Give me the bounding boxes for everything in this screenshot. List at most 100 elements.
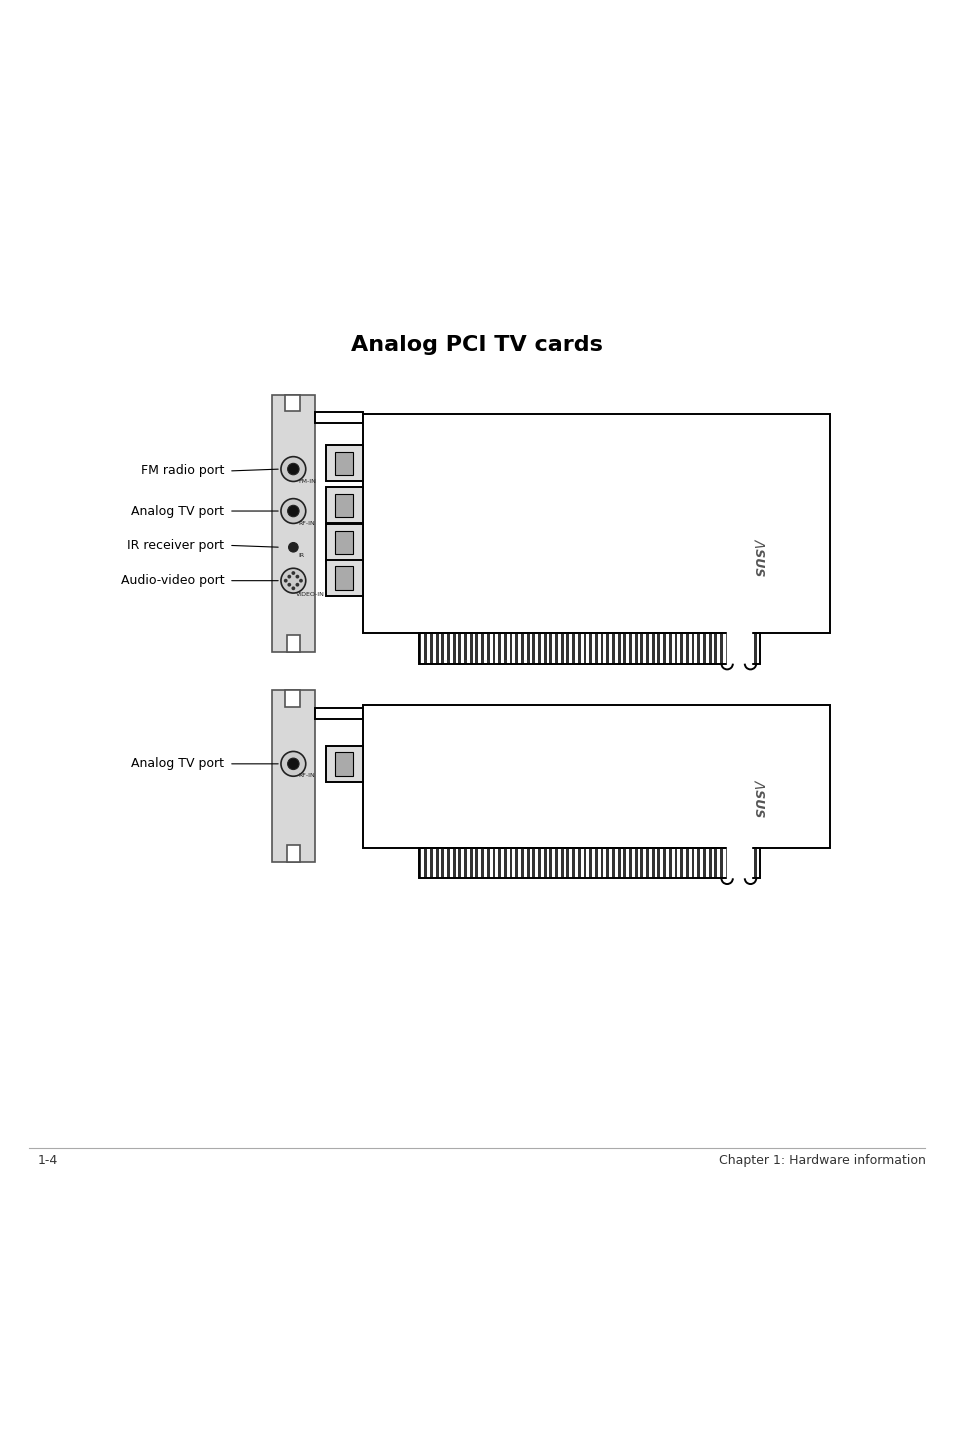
Bar xyxy=(447,848,450,879)
Bar xyxy=(572,633,575,664)
Bar xyxy=(418,848,759,879)
Text: /\SUS: /\SUS xyxy=(753,538,765,575)
Bar xyxy=(469,633,472,664)
Bar xyxy=(441,633,444,664)
Text: FM-IN: FM-IN xyxy=(297,479,315,483)
Bar xyxy=(560,848,563,879)
Bar xyxy=(611,848,614,879)
Bar xyxy=(726,843,750,883)
Bar xyxy=(441,848,444,879)
Text: Analog PCI TV cards: Analog PCI TV cards xyxy=(351,335,602,355)
Circle shape xyxy=(280,457,305,482)
Bar xyxy=(714,633,717,664)
Bar xyxy=(475,848,477,879)
Polygon shape xyxy=(272,394,314,653)
Bar xyxy=(628,848,631,879)
Bar xyxy=(697,848,700,879)
Bar xyxy=(748,848,751,879)
Bar xyxy=(326,446,362,482)
Bar xyxy=(606,848,609,879)
Bar xyxy=(520,848,523,879)
Bar xyxy=(453,633,456,664)
Bar xyxy=(702,633,705,664)
Bar xyxy=(326,525,362,561)
Bar xyxy=(532,633,535,664)
Bar xyxy=(492,848,495,879)
Bar xyxy=(679,848,682,879)
Bar xyxy=(335,752,354,775)
Bar xyxy=(424,633,427,664)
Text: RF-IN: RF-IN xyxy=(297,521,314,525)
Bar xyxy=(578,633,580,664)
Bar xyxy=(685,633,688,664)
Bar xyxy=(480,633,483,664)
Bar xyxy=(566,633,569,664)
Bar xyxy=(480,848,483,879)
Bar xyxy=(691,633,694,664)
Circle shape xyxy=(280,752,305,777)
Circle shape xyxy=(280,499,305,523)
Bar xyxy=(515,633,517,664)
Text: Audio-video port: Audio-video port xyxy=(120,574,224,587)
Bar xyxy=(314,707,362,719)
Bar xyxy=(685,848,688,879)
Circle shape xyxy=(288,758,298,769)
Bar xyxy=(503,633,506,664)
Bar xyxy=(754,848,757,879)
Text: /\SUS: /\SUS xyxy=(753,779,765,817)
Bar xyxy=(714,848,717,879)
Bar xyxy=(708,848,711,879)
Bar xyxy=(668,633,671,664)
Circle shape xyxy=(295,582,299,587)
Bar xyxy=(458,633,461,664)
Text: IR receiver port: IR receiver port xyxy=(127,539,224,552)
Bar xyxy=(335,567,354,590)
Bar xyxy=(418,848,421,879)
Circle shape xyxy=(291,587,295,590)
Bar xyxy=(611,633,614,664)
Bar xyxy=(737,848,740,879)
Bar xyxy=(475,633,477,664)
Circle shape xyxy=(288,542,297,552)
Bar xyxy=(702,848,705,879)
Bar xyxy=(583,633,586,664)
Bar xyxy=(543,633,546,664)
Bar xyxy=(326,487,362,523)
Bar xyxy=(708,633,711,664)
Bar xyxy=(731,633,734,664)
Bar xyxy=(634,848,637,879)
Bar xyxy=(674,633,677,664)
Bar xyxy=(509,633,512,664)
Bar xyxy=(560,633,563,664)
Bar xyxy=(430,848,433,879)
Bar xyxy=(697,633,700,664)
Bar xyxy=(335,531,354,554)
Bar xyxy=(662,633,665,664)
Text: Chapter 1: Hardware information: Chapter 1: Hardware information xyxy=(718,1155,924,1168)
Bar xyxy=(725,633,728,664)
Bar xyxy=(453,848,456,879)
Bar xyxy=(463,633,466,664)
Bar xyxy=(645,633,648,664)
Circle shape xyxy=(295,575,299,578)
Bar xyxy=(458,848,461,879)
Bar xyxy=(639,848,642,879)
Bar xyxy=(418,633,421,664)
Bar xyxy=(287,846,299,863)
Bar xyxy=(606,633,609,664)
Bar xyxy=(520,633,523,664)
Bar xyxy=(430,633,433,664)
Bar xyxy=(526,848,529,879)
Polygon shape xyxy=(272,690,314,863)
Bar xyxy=(469,848,472,879)
Bar xyxy=(754,633,757,664)
Bar xyxy=(497,848,500,879)
Circle shape xyxy=(287,575,291,578)
Bar xyxy=(657,633,659,664)
Text: RF-IN: RF-IN xyxy=(297,774,314,778)
Bar xyxy=(726,628,750,669)
Bar xyxy=(314,411,362,423)
Bar xyxy=(645,848,648,879)
Bar xyxy=(725,848,728,879)
Bar xyxy=(679,633,682,664)
